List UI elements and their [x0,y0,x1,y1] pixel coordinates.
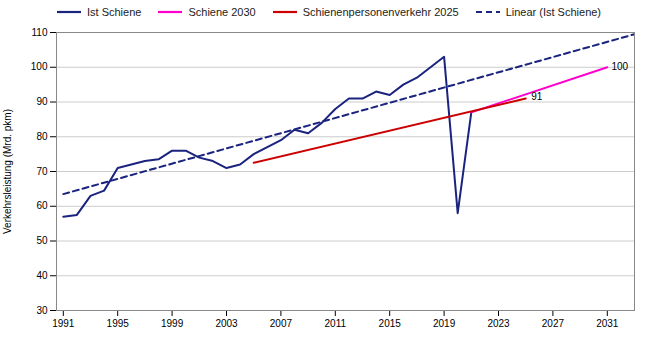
svg-text:100: 100 [31,61,48,72]
svg-text:1999: 1999 [161,318,184,329]
svg-text:80: 80 [36,131,48,142]
svg-text:1991: 1991 [52,318,75,329]
svg-text:110: 110 [32,27,48,38]
svg-text:60: 60 [36,200,48,211]
svg-text:2011: 2011 [325,318,347,329]
svg-text:50: 50 [36,235,48,246]
svg-text:2031: 2031 [596,318,619,329]
svg-text:100: 100 [611,61,628,72]
svg-text:40: 40 [36,270,48,281]
svg-text:91: 91 [531,91,543,102]
svg-text:Verkehrsleistung (Mrd. pkm): Verkehrsleistung (Mrd. pkm) [2,109,13,234]
svg-text:2019: 2019 [433,318,456,329]
svg-text:2023: 2023 [487,318,510,329]
svg-text:1995: 1995 [107,318,130,329]
html-text:Schienenpersonenverkehr 2025: Schienenpersonenverkehr 2025 [302,6,459,18]
svg-text:70: 70 [36,166,48,177]
svg-text:2027: 2027 [542,318,565,329]
svg-text:90: 90 [36,96,48,107]
svg-text:30: 30 [36,305,48,316]
html-text:Linear (Ist Schiene): Linear (Ist Schiene) [505,6,601,18]
svg-text:2015: 2015 [379,318,402,329]
html-text:Schiene 2030: Schiene 2030 [188,6,256,18]
svg-text:2007: 2007 [270,318,293,329]
html-text:Ist Schiene: Ist Schiene [87,6,142,18]
svg-text:2003: 2003 [215,318,238,329]
